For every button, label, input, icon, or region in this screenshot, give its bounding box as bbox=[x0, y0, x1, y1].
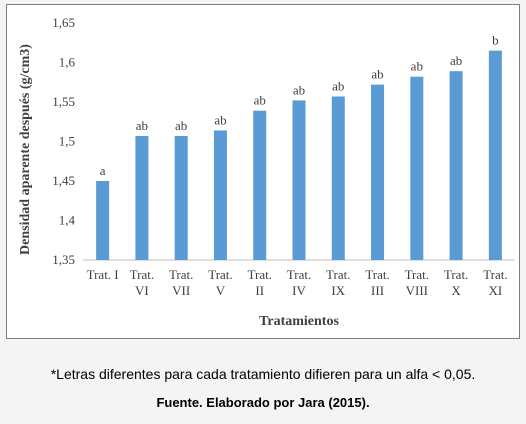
x-tick-label: Trat. I bbox=[87, 267, 119, 282]
bar bbox=[292, 100, 306, 260]
x-tick-label: X bbox=[451, 283, 461, 298]
bar bbox=[449, 71, 463, 260]
bar bbox=[371, 84, 385, 261]
bar bbox=[135, 135, 149, 260]
x-tick-label: VII bbox=[172, 283, 190, 298]
data-label: ab bbox=[332, 78, 344, 93]
y-tick-label: 1,6 bbox=[59, 55, 76, 70]
y-tick-label: 1,5 bbox=[59, 134, 75, 149]
x-tick-label: IX bbox=[331, 283, 345, 298]
data-label: ab bbox=[411, 59, 423, 74]
data-label: ab bbox=[371, 67, 383, 82]
x-tick-label: Trat. bbox=[208, 267, 232, 282]
y-tick-label: 1,45 bbox=[52, 173, 75, 188]
bar bbox=[174, 135, 188, 260]
y-tick-label: 1,65 bbox=[52, 15, 75, 30]
significance-note: *Letras diferentes para cada tratamiento… bbox=[50, 366, 476, 382]
bar bbox=[331, 96, 345, 260]
x-tick-label: Trat. bbox=[483, 267, 507, 282]
bar-chart: 1,35 1,4 1,45 1,5 1,55 1,6 1,65 a Trat. I ab Trat.… bbox=[18, 15, 515, 329]
bar bbox=[488, 50, 502, 261]
data-label: a bbox=[100, 163, 106, 178]
data-label: ab bbox=[136, 118, 148, 133]
x-tick-label: Trat. bbox=[365, 267, 389, 282]
y-tick-label: 1,35 bbox=[52, 252, 75, 267]
x-tick-label: VI bbox=[135, 283, 149, 298]
chart-frame: 1,35 1,4 1,45 1,5 1,55 1,6 1,65 a Trat. I ab Trat.… bbox=[6, 4, 520, 339]
data-label: ab bbox=[450, 53, 462, 68]
y-tick-label: 1,55 bbox=[52, 94, 75, 109]
x-tick-label: V bbox=[216, 283, 226, 298]
x-axis-title: Tratamientos bbox=[259, 314, 339, 329]
x-tick-label: XI bbox=[489, 283, 503, 298]
bar bbox=[213, 130, 227, 260]
data-label: ab bbox=[214, 112, 226, 127]
x-tick-label: Trat. bbox=[130, 267, 154, 282]
bar bbox=[253, 110, 267, 260]
x-tick-label: Trat. bbox=[169, 267, 193, 282]
data-label: ab bbox=[254, 93, 266, 108]
x-tick-label: Trat. bbox=[444, 267, 468, 282]
x-tick-label: Trat. bbox=[248, 267, 272, 282]
bar bbox=[96, 181, 110, 260]
y-tick-label: 1,4 bbox=[59, 213, 76, 228]
x-tick-label: III bbox=[371, 283, 384, 298]
x-tick-label: VIII bbox=[406, 283, 428, 298]
x-tick-label: Trat. bbox=[405, 267, 429, 282]
y-axis-title: Densidad aparente después (g/cm3) bbox=[18, 44, 33, 255]
x-tick-label: IV bbox=[292, 283, 306, 298]
data-label: b bbox=[492, 33, 499, 48]
bar bbox=[410, 76, 424, 260]
data-label: ab bbox=[175, 118, 187, 133]
x-tick-label: Trat. bbox=[287, 267, 311, 282]
source-caption: Fuente. Elaborado por Jara (2015). bbox=[156, 395, 370, 410]
x-tick-label: Trat. bbox=[326, 267, 350, 282]
x-tick-label: II bbox=[255, 283, 264, 298]
data-label: ab bbox=[293, 82, 305, 97]
